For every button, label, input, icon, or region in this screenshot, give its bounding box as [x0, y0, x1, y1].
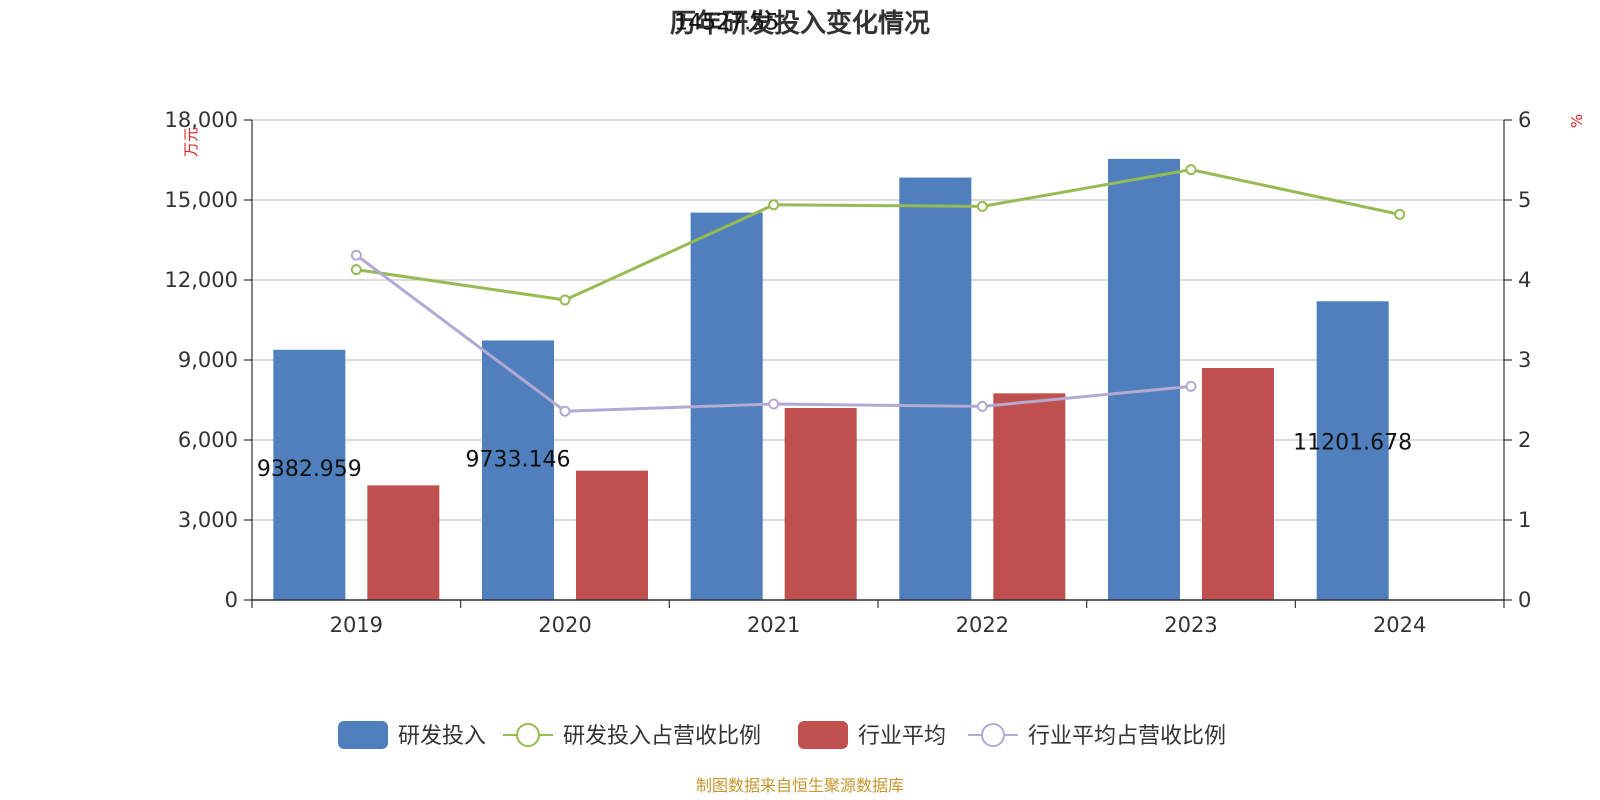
- bar: [482, 340, 554, 600]
- x-tick-label: 2022: [956, 613, 1009, 637]
- legend-swatch-marker: [981, 723, 1005, 747]
- bar: [576, 470, 648, 600]
- bar: [1202, 368, 1274, 600]
- y-right-tick-label: 6: [1518, 108, 1531, 132]
- y-axis-right-label: %: [1568, 114, 1586, 128]
- bar-data-label: 15842.191: [876, 0, 995, 1]
- bar-data-label: 9733.146: [466, 447, 571, 472]
- y-right-tick-label: 0: [1518, 588, 1531, 612]
- x-tick-label: 2021: [747, 613, 800, 637]
- x-tick-label: 2023: [1164, 613, 1217, 637]
- y-right-tick-label: 3: [1518, 348, 1531, 372]
- y-right-tick-label: 5: [1518, 188, 1531, 212]
- bar: [1316, 301, 1389, 600]
- bar-data-label: 11201.678: [1293, 430, 1412, 455]
- bar: [367, 485, 440, 600]
- legend-swatch-marker: [516, 723, 540, 747]
- x-tick-label: 2020: [538, 613, 591, 637]
- x-tick-label: 2019: [330, 613, 383, 637]
- series-point: [768, 199, 780, 211]
- y-left-tick-label: 15,000: [165, 188, 238, 212]
- chart-title: 历年研发投入变化情况: [670, 8, 930, 39]
- lines: [350, 164, 1406, 417]
- grid: [252, 119, 1504, 601]
- bar: [993, 393, 1066, 600]
- y-left-tick-label: 0: [225, 588, 238, 612]
- series-point: [559, 294, 571, 306]
- y-axis-left-label: 万元: [182, 127, 200, 157]
- bar: [899, 177, 972, 601]
- y-left-tick-label: 6,000: [178, 428, 238, 452]
- x-tick-label: 2024: [1373, 613, 1426, 637]
- y-left-tick-label: 3,000: [178, 508, 238, 532]
- source-note: 制图数据来自恒生聚源数据库: [696, 776, 904, 795]
- series-point: [1394, 208, 1406, 220]
- legend-swatch: [338, 721, 388, 749]
- legend-swatch: [798, 721, 848, 749]
- bar: [784, 408, 857, 600]
- bars: [273, 158, 1389, 601]
- series-point: [976, 400, 988, 412]
- bar: [1108, 158, 1180, 600]
- axes: 0 3,000 6,000 9,000 12,000 15,000 18,000 0 1 2 3 4 5…: [165, 108, 1532, 637]
- legend-label: 研发投入: [398, 724, 486, 749]
- y-left-tick-label: 9,000: [178, 348, 238, 372]
- series-point: [768, 398, 780, 410]
- series-point: [1185, 164, 1197, 176]
- y-left-tick-label: 12,000: [165, 268, 238, 292]
- series-point: [350, 249, 362, 261]
- series-point: [976, 200, 988, 212]
- legend: 研发投入 研发投入占营收比例 行业平均 行业平均占营收比例: [338, 721, 1226, 749]
- y-right-tick-label: 1: [1518, 508, 1531, 532]
- series-point: [1185, 380, 1197, 392]
- y-right-tick-label: 2: [1518, 428, 1531, 452]
- y-right-tick-label: 4: [1518, 268, 1531, 292]
- series-line: [355, 253, 1192, 413]
- legend-label: 研发投入占营收比例: [563, 724, 761, 749]
- bar: [273, 349, 346, 600]
- series-point: [350, 264, 362, 276]
- y-left-tick-label: 18,000: [165, 108, 238, 132]
- legend-label: 行业平均占营收比例: [1028, 724, 1226, 749]
- data-labels: 9382.9599733.14614527.5515842.19116542.4…: [257, 0, 1412, 482]
- bar-data-label: 14527.55: [674, 11, 779, 36]
- bar-data-label: 9382.959: [257, 457, 362, 482]
- series-line: [356, 168, 1400, 302]
- series-point: [559, 405, 571, 417]
- legend-label: 行业平均: [858, 724, 946, 749]
